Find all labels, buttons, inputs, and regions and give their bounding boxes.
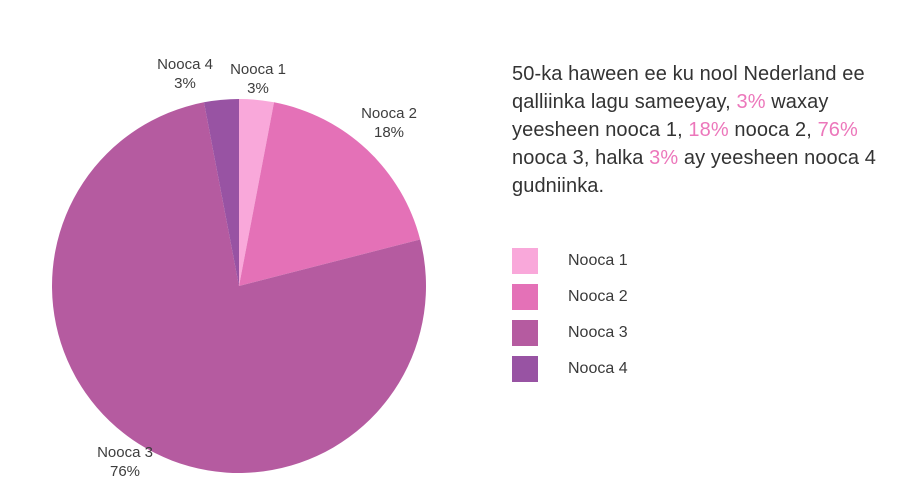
pie-slice-nooca-2: [239, 102, 421, 286]
description-text: 50-ka haween ee ku nool Nederland ee qall…: [512, 60, 908, 200]
legend-swatch-nooca-2: [512, 284, 538, 310]
description-segment: yeesheen nooca 1,: [512, 119, 689, 141]
description-segment: waxay: [765, 91, 829, 113]
highlighted-percentage: 3%: [649, 147, 679, 169]
pie-label-value: 3%: [247, 80, 269, 97]
pie-slice-nooca-1: [239, 99, 275, 286]
pie-label-name: Nooca 1: [230, 61, 286, 78]
highlighted-percentage: 76%: [817, 119, 858, 141]
description-line: 50-ka haween ee ku nool Nederland ee: [512, 60, 908, 88]
pie-label-name: Nooca 3: [97, 444, 153, 461]
legend-swatch-nooca-3: [512, 320, 538, 346]
pie-slice-nooca-4: [203, 99, 239, 286]
pie-label-nooca-1: Nooca 1 3%: [230, 60, 286, 98]
pie-chart-area: Nooca 4 3% Nooca 1 3% Nooca 2 18% Nooca …: [52, 55, 427, 481]
legend-item-nooca-4: Nooca 4: [512, 356, 628, 382]
description-block: 50-ka haween ee ku nool Nederland ee qall…: [512, 60, 908, 200]
chart-legend: Nooca 1 Nooca 2 Nooca 3 Nooca 4: [512, 248, 628, 392]
pie-label-nooca-3: Nooca 3 76%: [97, 443, 153, 481]
description-line: yeesheen nooca 1, 18% nooca 2, 76%: [512, 116, 908, 144]
pie-label-nooca-2: Nooca 2 18%: [361, 104, 417, 142]
description-line: gudniinka.: [512, 172, 908, 200]
description-segment: qalliinka lagu sameeyay,: [512, 91, 737, 113]
legend-item-nooca-3: Nooca 3: [512, 320, 628, 346]
description-segment: 50-ka haween ee ku nool Nederland ee: [512, 63, 865, 85]
legend-item-nooca-2: Nooca 2: [512, 284, 628, 310]
legend-swatch-nooca-1: [512, 248, 538, 274]
description-segment: nooca 3, halka: [512, 147, 650, 169]
legend-label: Nooca 3: [568, 324, 628, 341]
legend-item-nooca-1: Nooca 1: [512, 248, 628, 274]
pie-label-value: 76%: [109, 463, 141, 480]
pie-label-name: Nooca 4: [157, 56, 213, 73]
pie-label-nooca-4: Nooca 4 3%: [157, 55, 213, 93]
description-segment: ay yeesheen nooca 4: [678, 147, 876, 169]
legend-label: Nooca 2: [568, 288, 628, 305]
pie-label-value: 3%: [174, 75, 196, 92]
legend-label: Nooca 4: [568, 360, 628, 377]
description-line: nooca 3, halka 3% ay yeesheen nooca 4: [512, 144, 908, 172]
pie-label-name: Nooca 2: [361, 105, 417, 122]
legend-label: Nooca 1: [568, 252, 628, 269]
pie-label-value: 18%: [373, 124, 405, 141]
description-line: qalliinka lagu sameeyay, 3% waxay: [512, 88, 908, 116]
highlighted-percentage: 3%: [736, 91, 766, 113]
legend-swatch-nooca-4: [512, 356, 538, 382]
description-segment: gudniinka.: [512, 175, 605, 197]
pie-chart: [52, 99, 427, 473]
description-segment: nooca 2,: [728, 119, 818, 141]
pie-slice-nooca-3: [52, 102, 427, 473]
highlighted-percentage: 18%: [688, 119, 729, 141]
